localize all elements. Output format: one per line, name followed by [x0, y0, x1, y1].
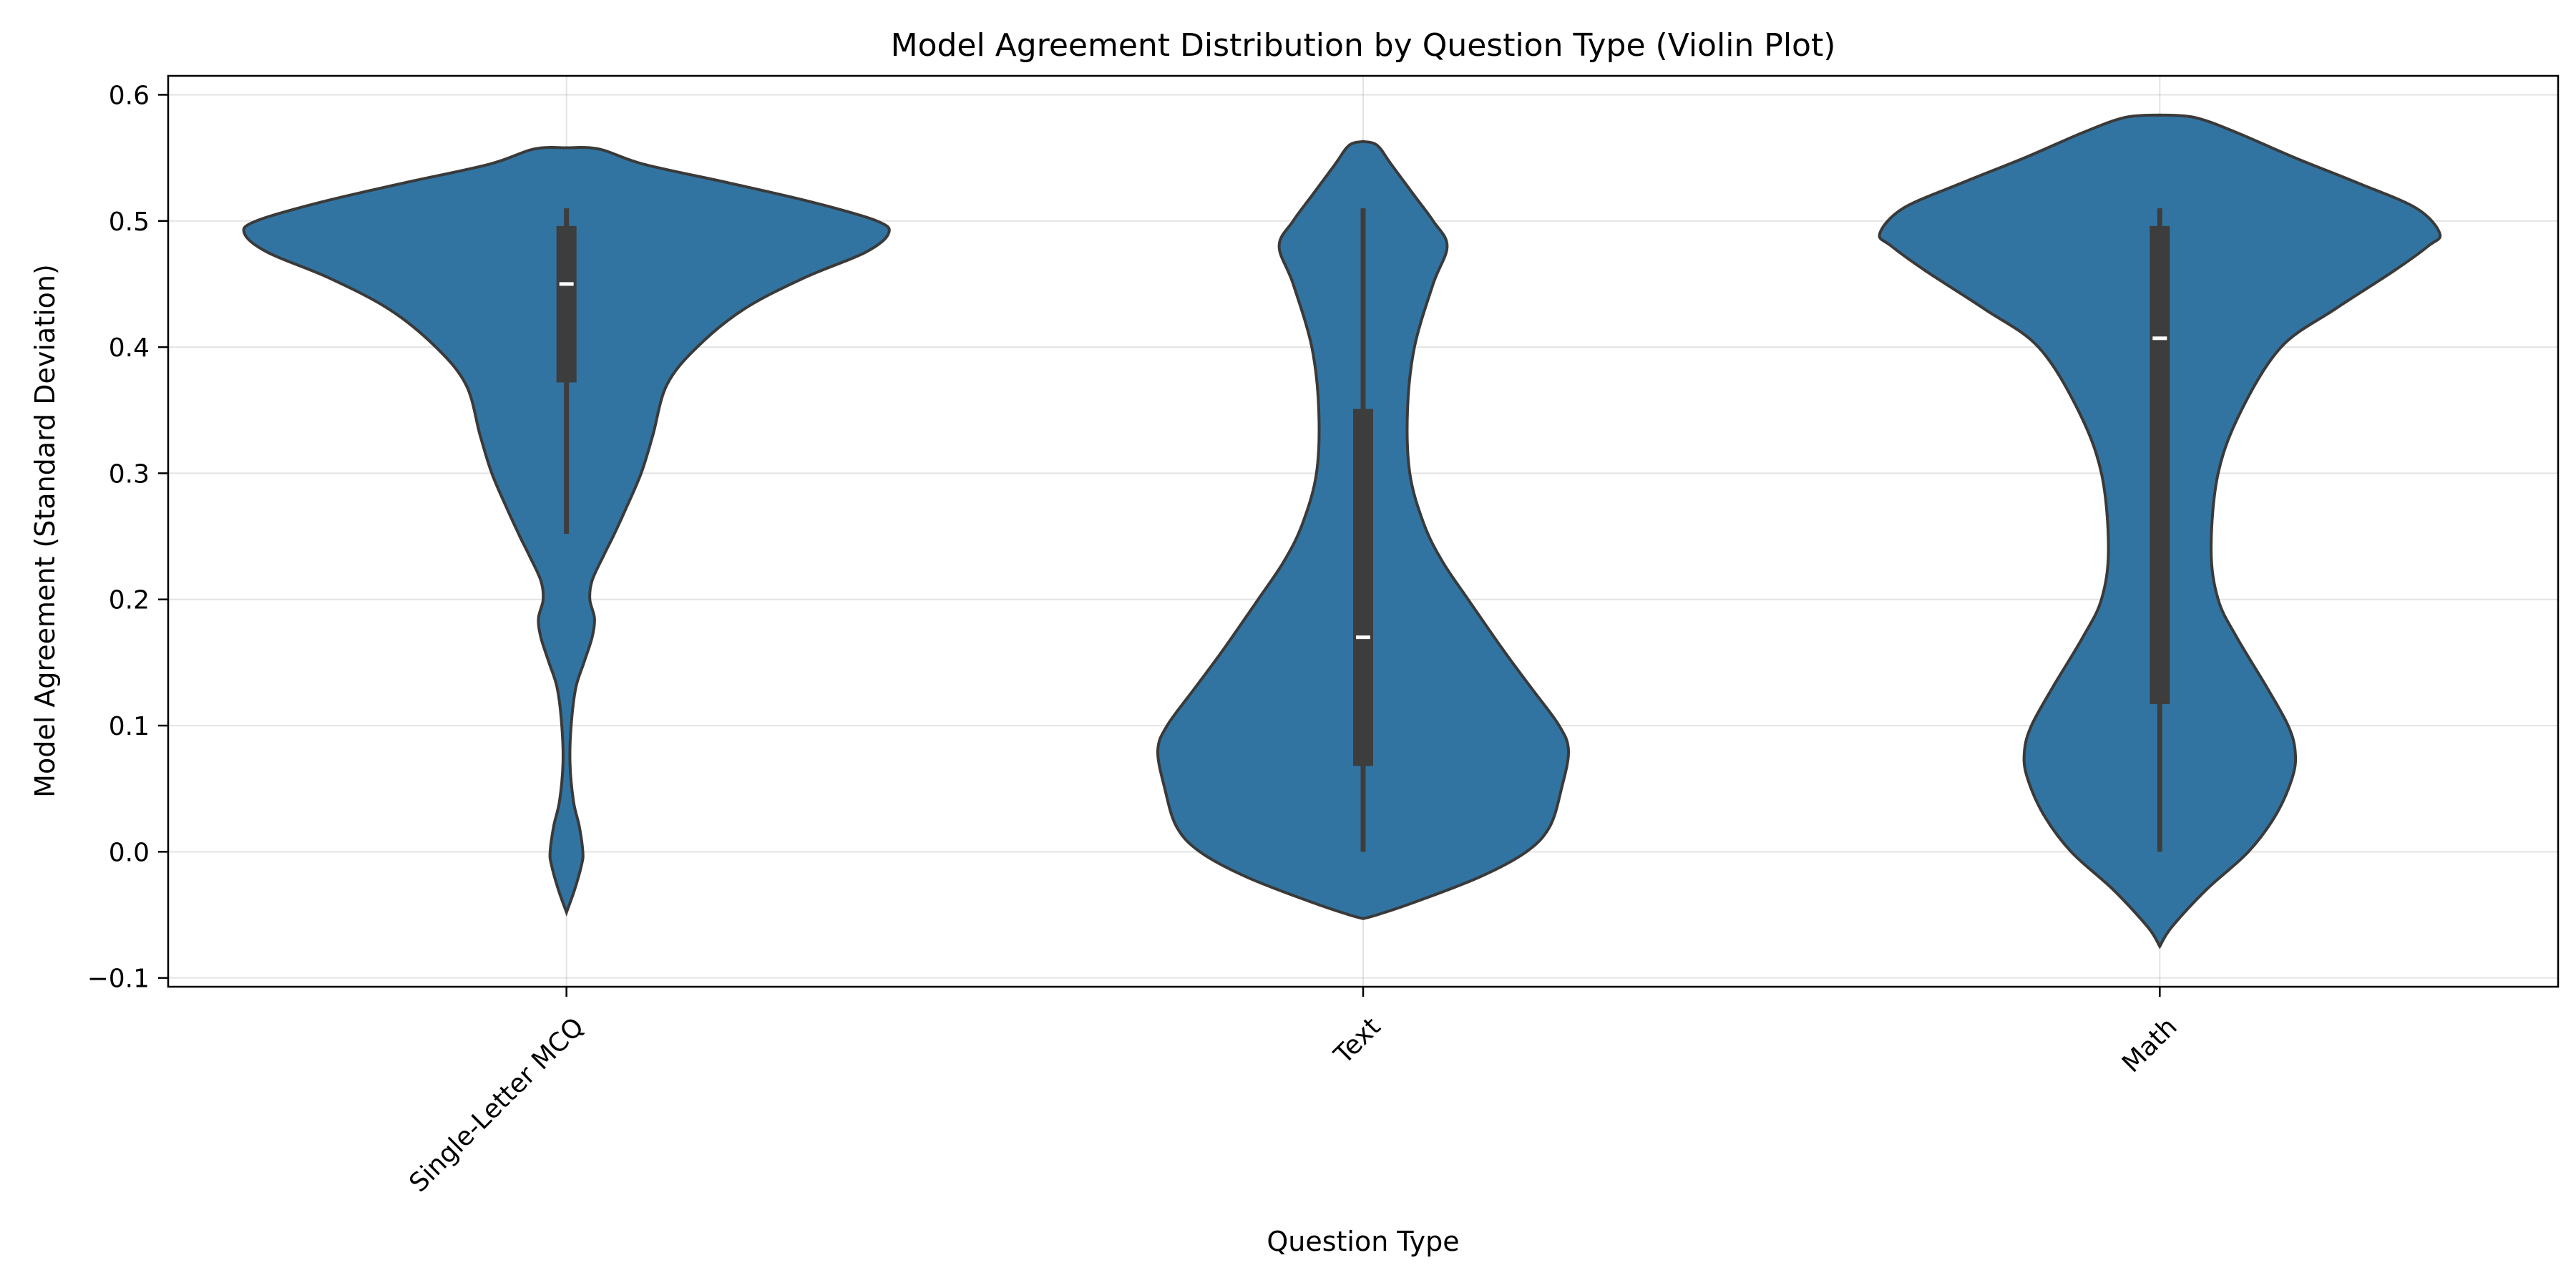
x-axis-label: Question Type — [1267, 1226, 1459, 1257]
y-tick-label: 0.2 — [109, 586, 150, 615]
y-tick-label: 0.3 — [109, 459, 150, 489]
y-axis-ticks: −0.1 0.0 0.1 0.2 0.3 0.4 0.5 0.6 — [87, 81, 168, 994]
x-tick-label: Math — [2117, 1012, 2183, 1078]
chart-title: Model Agreement Distribution by Question… — [891, 27, 1836, 64]
iqr-box — [556, 225, 577, 383]
iqr-box — [1353, 409, 1373, 766]
y-tick-label: 0.0 — [109, 838, 150, 867]
y-tick-label: −0.1 — [87, 965, 150, 994]
y-axis-label: Model Agreement (Standard Deviation) — [29, 264, 61, 798]
iqr-box — [2150, 225, 2170, 705]
x-tick-label: Text — [1328, 1012, 1386, 1070]
violins — [242, 113, 2442, 950]
y-tick-label: 0.6 — [109, 81, 150, 110]
y-tick-label: 0.1 — [109, 712, 150, 741]
y-tick-label: 0.5 — [109, 208, 150, 237]
x-axis-ticks: Single-Letter MCQ Text Math — [404, 987, 2183, 1198]
y-tick-label: 0.4 — [109, 333, 150, 363]
x-tick-label: Single-Letter MCQ — [404, 1012, 590, 1198]
